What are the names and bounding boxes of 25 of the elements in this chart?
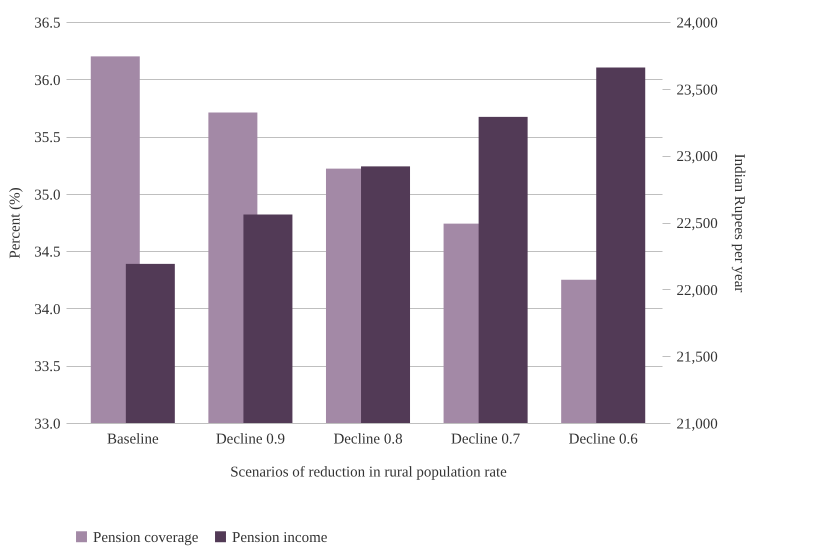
legend-label: Pension coverage xyxy=(93,530,199,546)
y-tick-label: 36.0 xyxy=(34,72,60,89)
y-tick-label: 35.5 xyxy=(34,130,60,146)
y-axis-title: Percent (%) xyxy=(7,187,24,259)
y2-tick-label: 22,500 xyxy=(676,216,718,232)
y2-axis-title: Indian Rupees per year xyxy=(730,154,747,292)
y-tick-label: 33.5 xyxy=(34,359,60,376)
x-tick-label: Decline 0.6 xyxy=(568,432,638,448)
y-tick-label: 34.0 xyxy=(34,302,60,318)
y2-tick-label: 23,500 xyxy=(676,82,718,98)
y-tick-label: 36.5 xyxy=(34,16,60,32)
legend-label: Pension income xyxy=(232,530,328,546)
y2-tick-label: 21,500 xyxy=(676,350,718,366)
x-tick-label: Decline 0.9 xyxy=(216,432,285,448)
x-tick-label: Decline 0.8 xyxy=(333,432,403,448)
y2-tick-label: 21,000 xyxy=(676,416,718,432)
y-tick-label: 34.5 xyxy=(34,244,60,261)
y2-tick-label: 22,000 xyxy=(676,282,718,299)
y2-tick-label: 24,000 xyxy=(676,16,718,32)
x-axis-title: Scenarios of reduction in rural population rate xyxy=(230,464,508,480)
x-tick-label: Baseline xyxy=(106,432,159,448)
x-tick-label: Decline 0.7 xyxy=(451,432,521,448)
y-tick-label: 35.0 xyxy=(34,187,60,204)
y2-tick-label: 23,000 xyxy=(676,149,718,166)
y-tick-label: 33.0 xyxy=(34,416,60,432)
